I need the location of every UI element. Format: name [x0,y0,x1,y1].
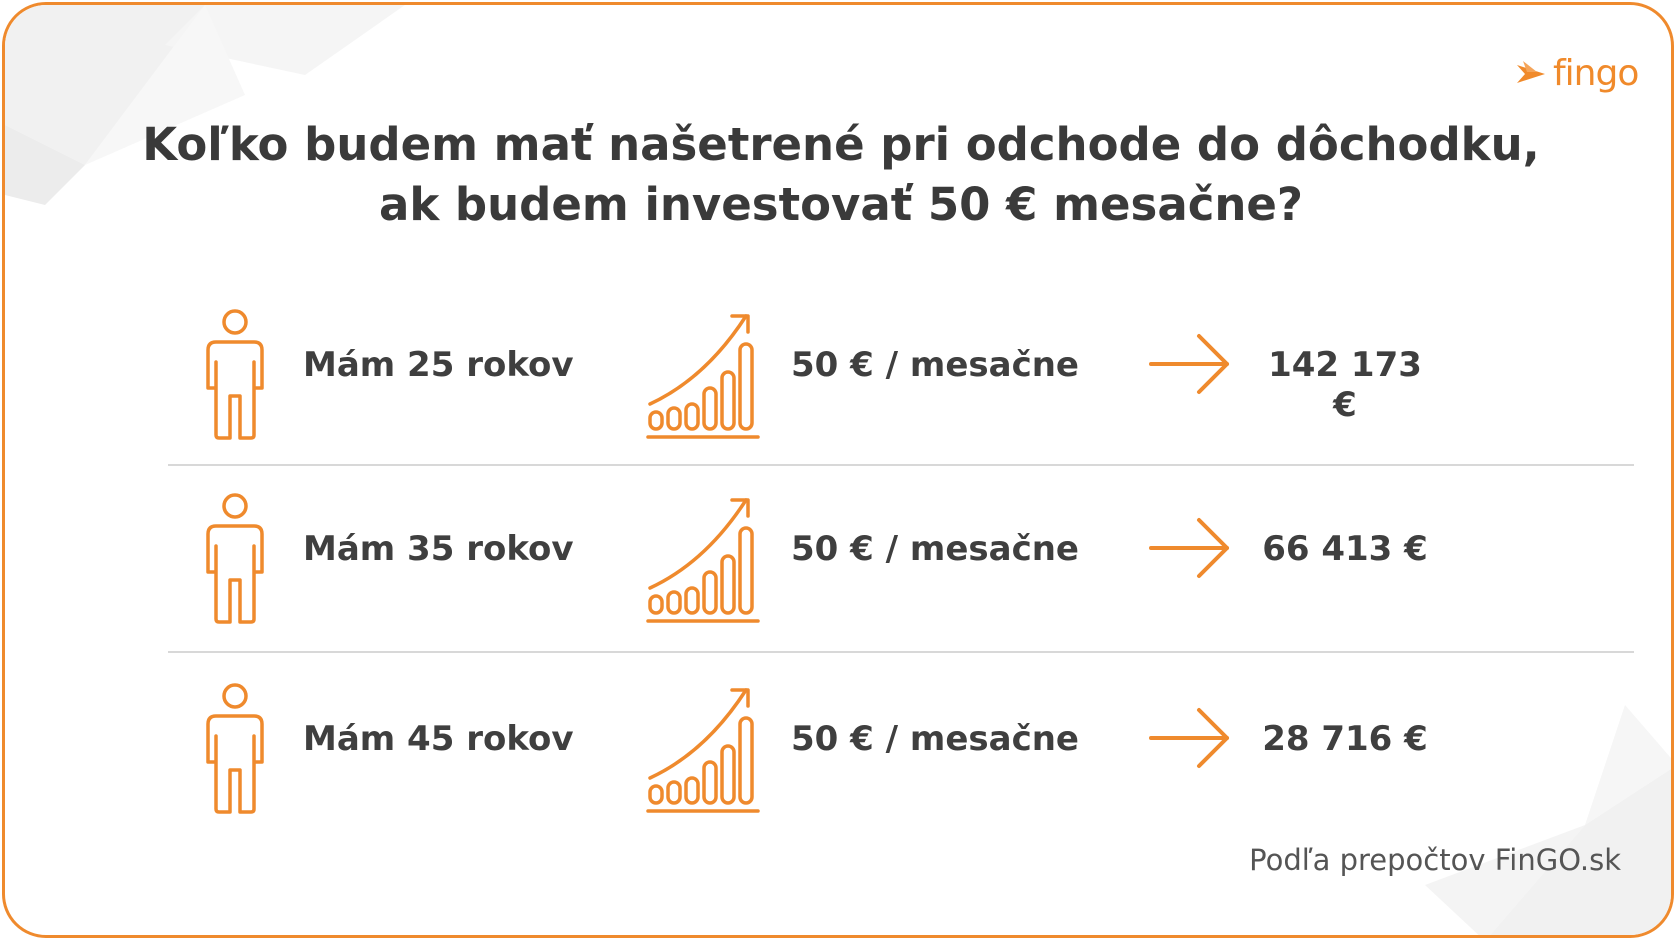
arrow-right-icon [1149,708,1229,768]
monthly-amount: 50 € / mesačne [791,719,1079,759]
savings-result: 66 413 € [1262,529,1428,569]
savings-result: 28 716 € [1262,719,1428,759]
growth-chart-icon [646,314,760,439]
savings-result: 142 173 € [1268,345,1422,425]
fingo-bird-icon [1517,60,1545,83]
monthly-amount: 50 € / mesačne [791,345,1079,385]
background-polygon-decoration [5,5,1671,935]
person-icon [206,683,264,814]
arrow-right-icon [1149,334,1229,394]
arrow-right-icon [1149,518,1229,578]
person-icon [206,309,264,440]
growth-chart-icon [646,688,760,813]
fingo-logo: fingo [1515,53,1639,94]
row-divider [168,464,1634,466]
title-line-1: Koľko budem mať našetrené pri odchode do… [142,118,1540,171]
age-label: Mám 25 rokov [303,345,574,385]
table-row: Mám 25 rokov 50 € / mesačne 142 173 € [5,298,1671,448]
source-note: Podľa prepočtov FinGO.sk [1249,843,1621,877]
age-label: Mám 45 rokov [303,719,574,759]
person-icon [206,493,264,624]
table-row: Mám 45 rokov 50 € / mesačne 28 716 € [5,672,1671,822]
age-label: Mám 35 rokov [303,529,574,569]
monthly-amount: 50 € / mesačne [791,529,1079,569]
page-title: Koľko budem mať našetrené pri odchode do… [5,115,1671,235]
growth-chart-icon [646,498,760,623]
row-divider [168,651,1634,653]
title-line-2: ak budem investovať 50 € mesačne? [378,178,1304,231]
table-row: Mám 35 rokov 50 € / mesačne 66 413 € [5,482,1671,632]
logo-text: fingo [1553,53,1639,94]
